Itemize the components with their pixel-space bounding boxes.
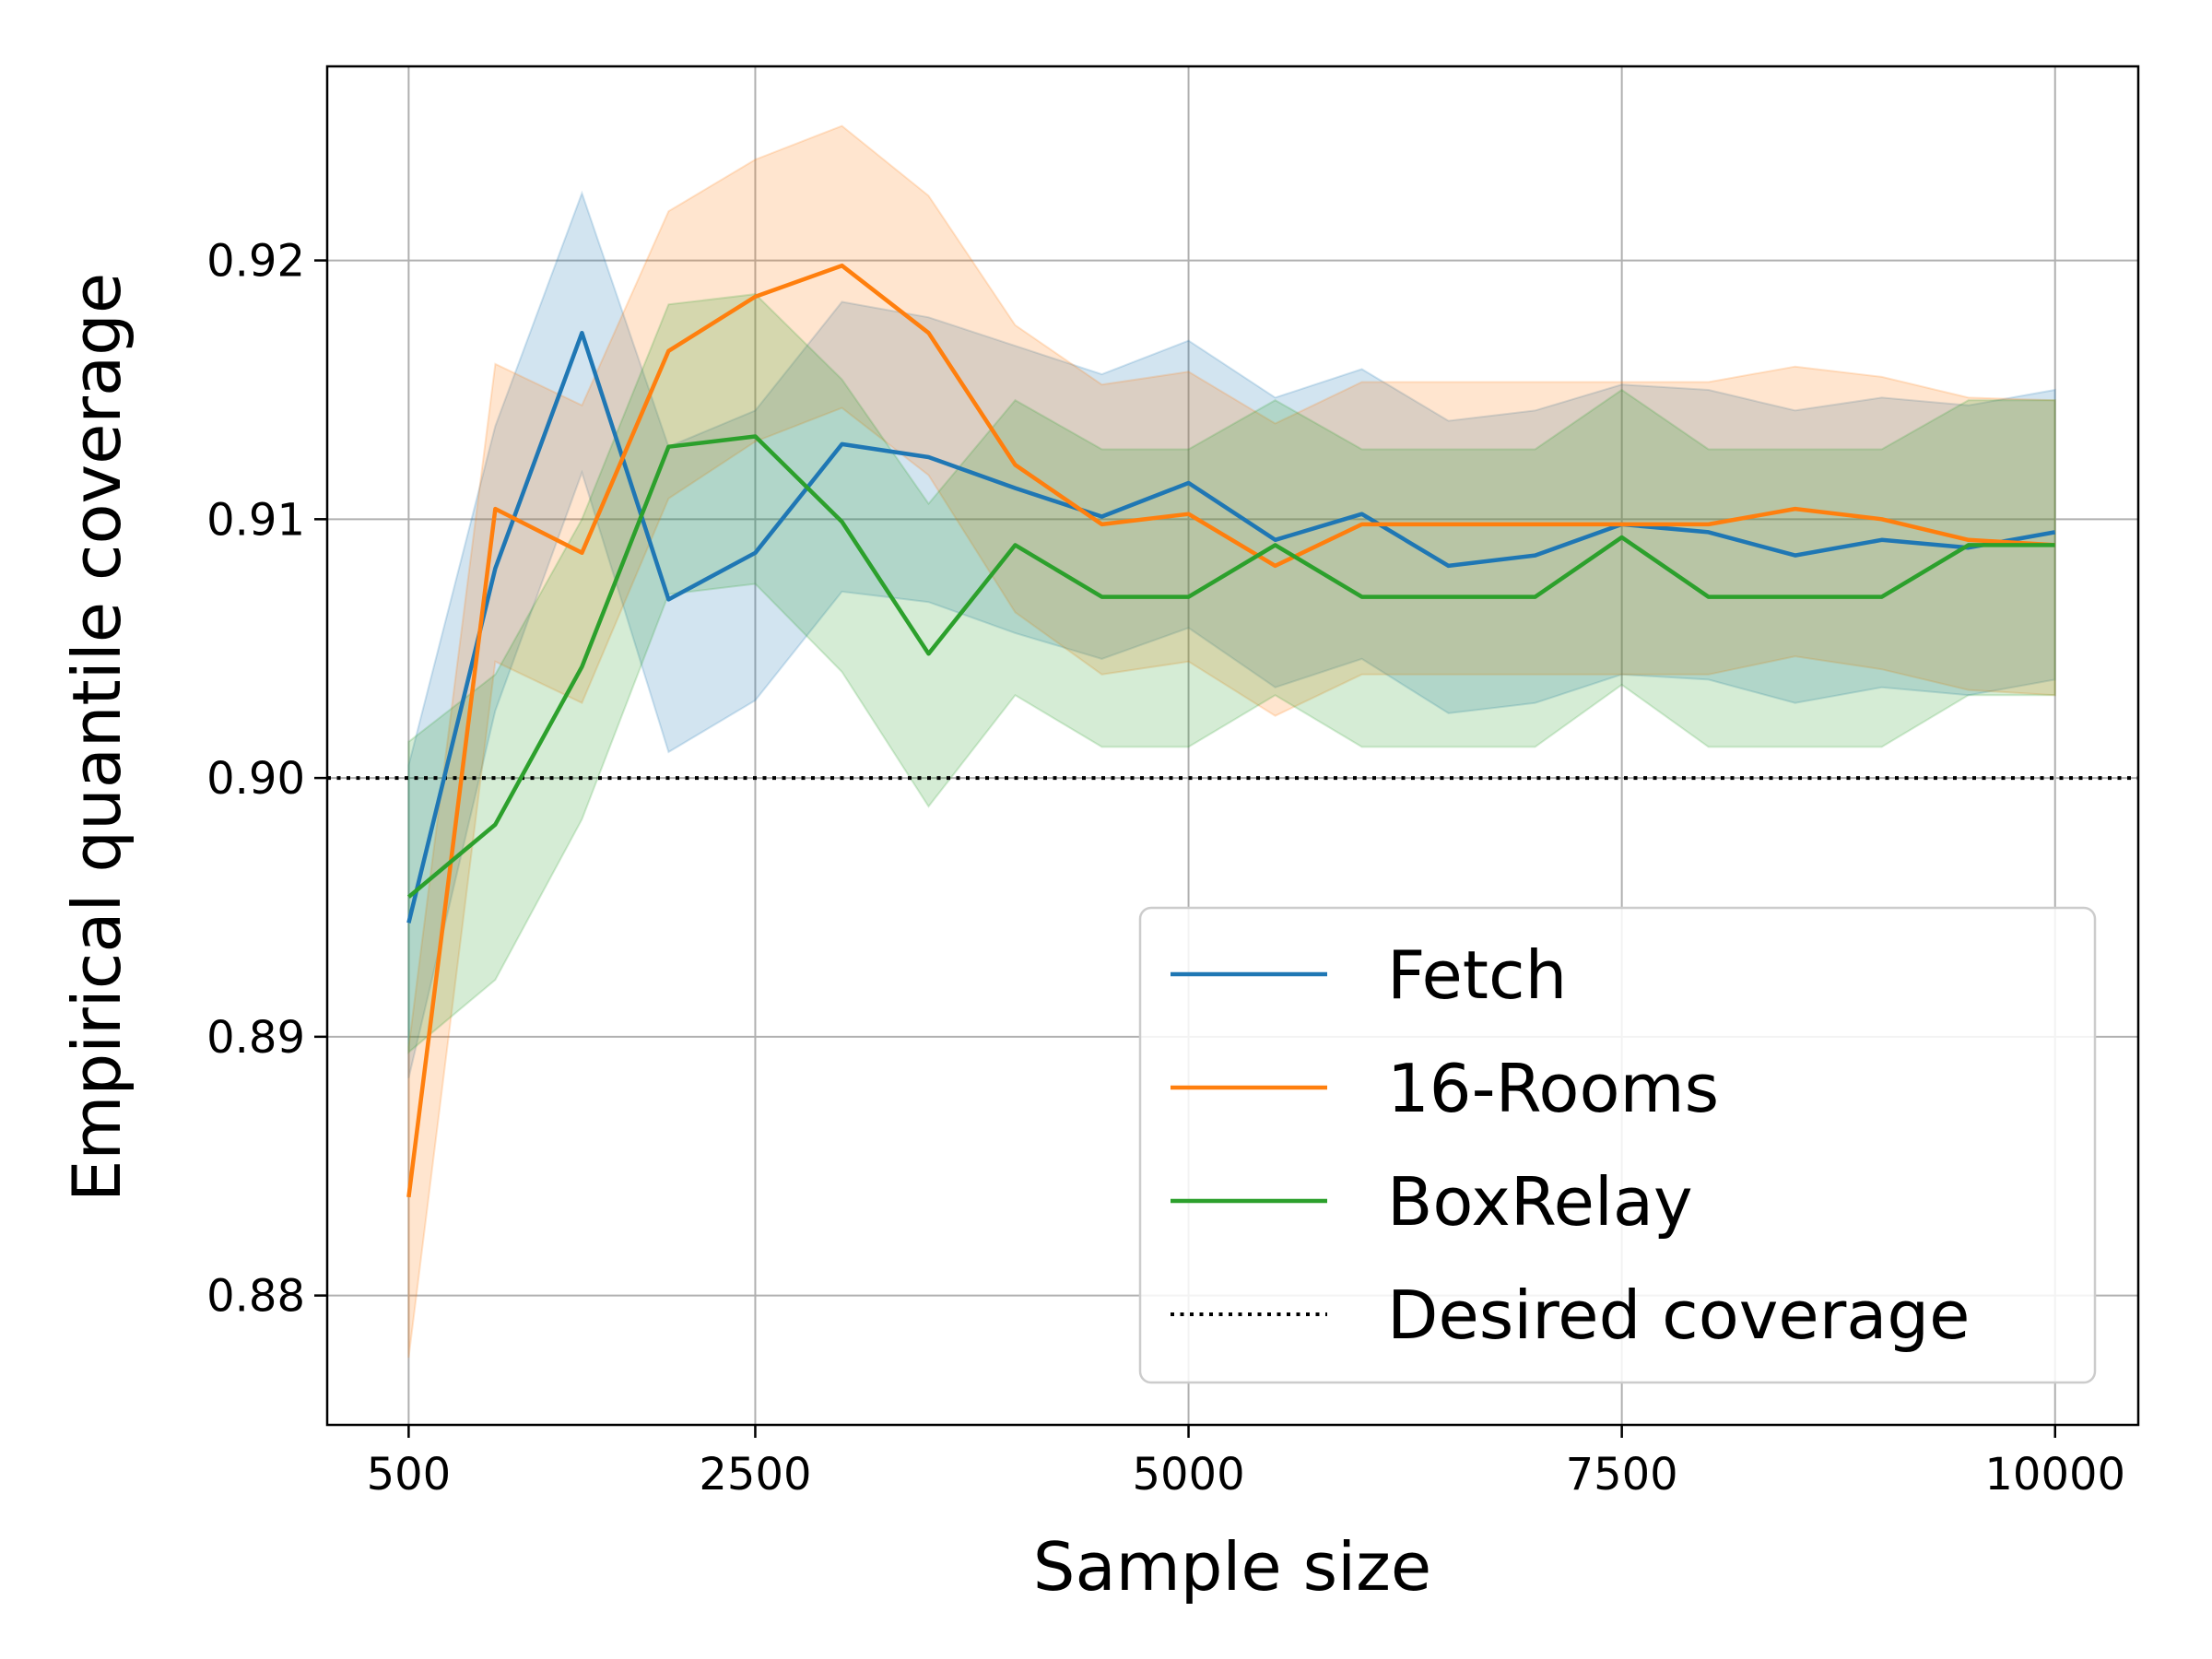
legend-label: Desired coverage [1387, 1277, 1970, 1354]
y-tick-label: 0.90 [206, 753, 305, 805]
y-tick-label: 0.91 [206, 494, 305, 546]
legend-label: 16-Rooms [1387, 1050, 1719, 1127]
legend-label: BoxRelay [1387, 1163, 1693, 1241]
band-fetch [407, 190, 2056, 1079]
x-tick-label: 2500 [699, 1449, 811, 1500]
series-lines [406, 263, 2056, 1198]
legend: Fetch 16-Rooms BoxRelay Desired coverage [1138, 906, 2097, 1384]
y-tick-label: 0.92 [206, 236, 305, 288]
x-tick-label: 10000 [1984, 1449, 2125, 1500]
x-tick-label: 500 [367, 1449, 452, 1500]
y-tick-label: 0.89 [206, 1012, 305, 1064]
x-axis: 500 2500 5000 7500 10000 [367, 1425, 2125, 1500]
legend-label: Fetch [1387, 936, 1567, 1014]
plot-frame [325, 65, 2140, 1427]
band-boxrelay [407, 293, 2056, 1054]
x-tick-label: 5000 [1132, 1449, 1244, 1500]
series-line-fetch [406, 330, 2056, 924]
legend-box [1138, 906, 2097, 1384]
y-tick-label: 0.88 [206, 1271, 305, 1323]
x-tick-label: 7500 [1566, 1449, 1678, 1500]
y-axis-label: Empirical quantile coverage [58, 273, 135, 1202]
x-axis-label: Sample size [1033, 1528, 1431, 1606]
series-line-16-rooms [406, 263, 2055, 1198]
y-axis: 0.88 0.89 0.90 0.91 0.92 [206, 236, 327, 1323]
series-line-boxrelay [406, 434, 2055, 899]
confidence-bands [407, 124, 2056, 1359]
